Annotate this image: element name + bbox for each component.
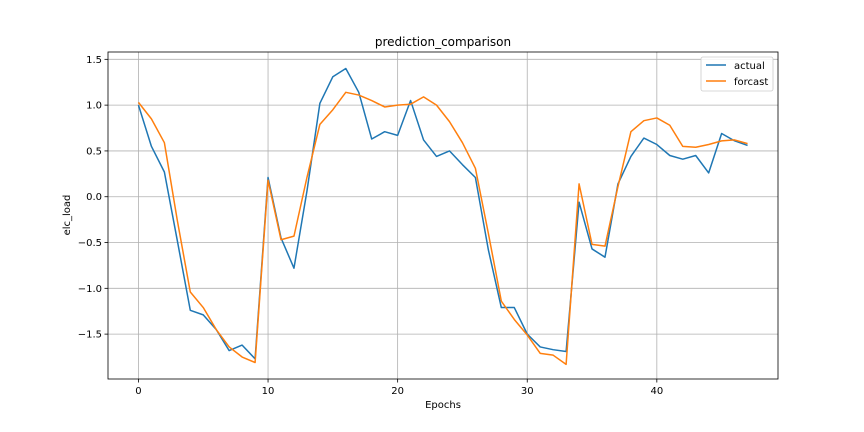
y-tick-label: −1.5	[78, 330, 102, 341]
x-tick-label: 0	[135, 386, 141, 397]
x-tick-label: 30	[521, 386, 534, 397]
series-line-forcast	[137, 91, 748, 366]
axis-ticks: 0 10 20 30 40 −1.5 −1.0 −0.5 0.0 0.5 1.0 1.5	[78, 55, 663, 397]
y-tick-label: 1.5	[86, 55, 102, 66]
legend-label-forcast: forcast	[734, 77, 768, 88]
series-lines	[137, 67, 748, 366]
x-axis-title: Epochs	[425, 400, 461, 411]
y-tick-label: 0.0	[86, 192, 102, 203]
legend: actual forcast	[700, 56, 774, 92]
chart-title: prediction_comparison	[375, 35, 511, 49]
y-tick-label: −0.5	[78, 238, 102, 249]
grid-lines	[108, 52, 778, 379]
y-tick-label: −1.0	[78, 284, 102, 295]
plot-area	[108, 52, 778, 379]
x-tick-label: 40	[650, 386, 663, 397]
y-tick-label: 0.5	[86, 146, 102, 157]
y-tick-label: 1.0	[86, 101, 102, 112]
plot-frame	[107, 51, 779, 380]
series-line-actual	[137, 67, 748, 360]
x-tick-label: 10	[262, 386, 275, 397]
legend-label-actual: actual	[734, 61, 765, 72]
y-axis-title: elc_load	[62, 195, 73, 236]
x-tick-label: 20	[391, 386, 404, 397]
